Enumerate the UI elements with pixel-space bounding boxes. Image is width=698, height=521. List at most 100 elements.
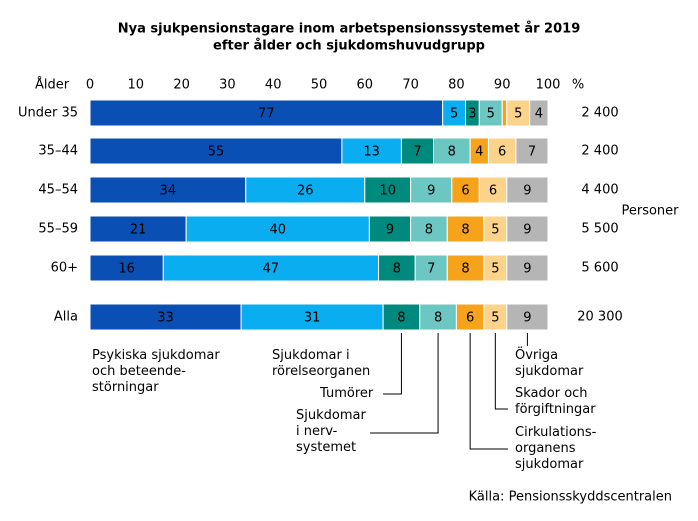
bar-segment [433,137,471,165]
totals-header: Personer [621,204,679,219]
value-label: 5 [491,262,499,277]
value-label: 55 [208,145,225,160]
category-label: Alla [54,310,78,325]
value-label: 7 [427,262,435,277]
value-label: 8 [397,311,405,326]
value-label: 8 [448,145,456,160]
value-label: 47 [263,262,280,277]
chart-title: Nya sjukpensionstagare inom arbetspensio… [118,22,581,37]
bar-segment [368,215,412,243]
x-tick-label: 50 [311,78,328,93]
value-label: 9 [386,223,394,238]
value-label: 5 [491,223,499,238]
source: Källa: Pensionsskyddscentralen [469,490,672,505]
bar-segment [478,176,508,204]
legend-entry: Övriga sjukdomar [515,348,584,379]
total-label: 20 300 [577,310,623,325]
legend-entry: Tumörer [320,386,374,401]
category-label: 35–44 [38,144,78,159]
bar-segment [410,176,453,204]
leader-line [383,333,402,395]
x-tick-label: 20 [173,78,190,93]
value-label: 5 [491,311,499,326]
total-label: 5 500 [581,222,618,237]
value-label: 4 [475,145,483,160]
legend-entry: Cirkulations- organens sjukdomar [515,425,597,472]
value-label: 21 [130,223,147,238]
value-label: 8 [425,223,433,238]
x-tick-label: 100 [536,78,561,93]
bar-segment [487,137,517,165]
x-tick-label: 10 [128,78,145,93]
total-label: 2 400 [581,106,618,121]
chart-subtitle: efter ålder och sjukdomshuvudgrupp [213,39,485,54]
bar-segment [455,303,485,331]
leader-line [370,333,439,434]
bar-segment [245,176,366,204]
bar-segment [89,176,247,204]
bar-segment [506,254,549,282]
value-label: 34 [160,184,177,199]
x-tick-label: 40 [265,78,282,93]
x-tick-label: 80 [448,78,465,93]
value-label: 9 [427,184,435,199]
bar-segment [400,137,435,165]
bar-segment [185,215,370,243]
legend-entry: Skador och förgiftningar [515,386,596,417]
bar-segment [240,303,384,331]
value-label: 3 [468,107,476,122]
category-label: Under 35 [18,106,78,121]
total-label: 2 400 [581,144,618,159]
value-label: 5 [487,107,495,122]
x-tick-label: 0 [86,78,94,93]
bar-segment [414,254,448,282]
bar-segment [89,99,444,127]
value-label: 10 [379,184,396,199]
value-label: 6 [466,311,474,326]
bar-segment [89,215,187,243]
value-label: 13 [363,145,380,160]
value-label: 6 [489,184,497,199]
value-label: 26 [297,184,314,199]
bar-segment [382,303,421,331]
category-label: 60+ [51,261,78,276]
bar-segment [529,99,549,127]
bar-segment [410,215,448,243]
legend-entry: Sjukdomar i rörelseorganen [272,348,371,379]
leader-line [469,333,508,450]
value-label: 5 [514,107,522,122]
value-label: 9 [523,184,531,199]
value-label: 5 [450,107,458,122]
bar-segment [446,215,485,243]
total-label: 5 600 [581,261,618,276]
x-tick-label: 90 [494,78,511,93]
bar-segment [341,137,402,165]
value-label: 8 [461,262,469,277]
bar-segment [506,215,549,243]
leader-line [494,333,508,410]
legend-entry: Sjukdomar i nerv- systemet [296,408,366,455]
value-label: 8 [461,223,469,238]
bar-segment [501,99,508,127]
value-label: 4 [535,107,543,122]
value-label: 77 [258,107,275,122]
bar-segment [419,303,457,331]
value-label: 7 [413,145,421,160]
value-label: 9 [523,223,531,238]
bar-segment [506,303,549,331]
value-label: 9 [523,262,531,277]
bar-segment [378,254,416,282]
x-unit: % [572,78,584,93]
bar-segment [515,137,549,165]
value-label: 31 [304,311,321,326]
value-label: 40 [270,223,287,238]
value-label: 8 [434,311,442,326]
x-tick-label: 70 [402,78,419,93]
y-axis-label: Ålder [35,77,70,93]
x-tick-label: 30 [219,78,236,93]
bar-segment [89,254,164,282]
value-label: 6 [498,145,506,160]
value-label: 9 [523,311,531,326]
